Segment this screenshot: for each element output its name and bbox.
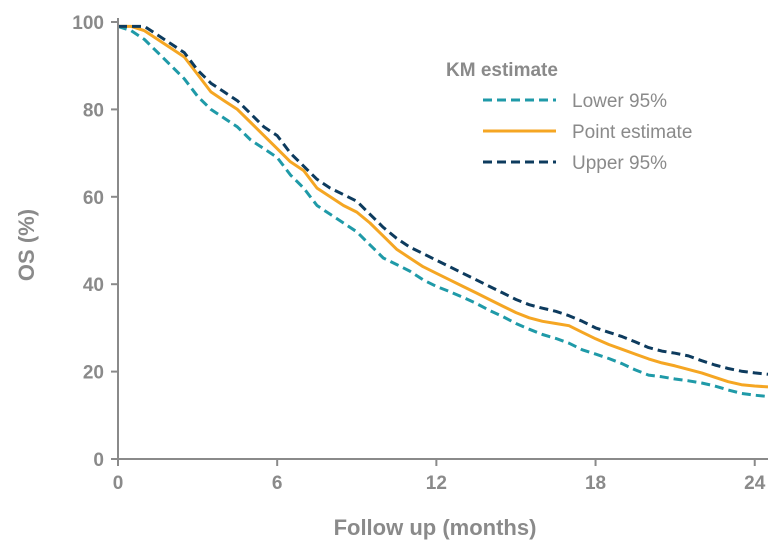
series-line-point-estimate [118, 24, 768, 389]
legend-label: Point estimate [572, 122, 692, 143]
y-tick-label: 60 [83, 188, 104, 209]
y-tick-label: 40 [83, 275, 104, 296]
y-tick-label: 100 [72, 13, 104, 34]
series-line-upper-95 [118, 24, 768, 376]
x-tick-label: 6 [272, 473, 283, 494]
legend-label: Upper 95% [572, 153, 667, 174]
series-line-lower-95 [117, 24, 768, 398]
x-tick-label: 12 [426, 473, 447, 494]
axis-ticks: 0 20 40 60 80 100 0 6 12 18 24 [72, 13, 765, 494]
y-tick-label: 0 [93, 450, 104, 471]
plot-area [117, 24, 768, 398]
y-tick-label: 20 [83, 363, 104, 384]
legend-title: KM estimate [446, 60, 558, 81]
y-axis-title: OS (%) [14, 209, 39, 281]
axes [117, 18, 768, 460]
x-tick-label: 24 [744, 473, 766, 494]
x-tick-label: 18 [585, 473, 606, 494]
y-tick-label: 80 [83, 100, 104, 121]
legend-label: Lower 95% [572, 91, 667, 112]
x-tick-label: 0 [113, 473, 124, 494]
x-axis-title: Follow up (months) [334, 515, 537, 540]
legend: KM estimate Lower 95% Point estimate Upper… [446, 60, 692, 174]
